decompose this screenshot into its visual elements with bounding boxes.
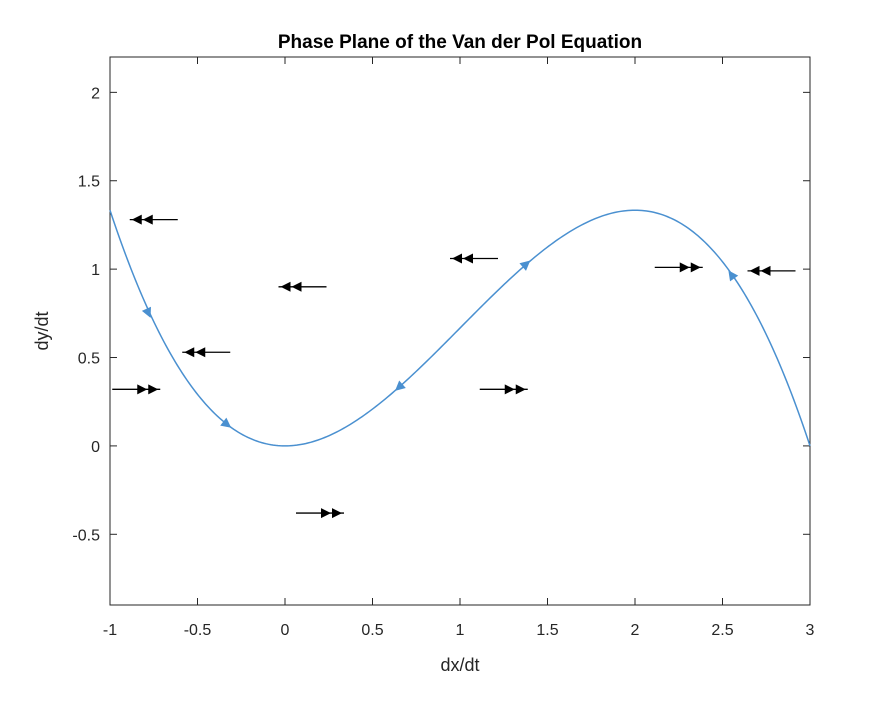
vector-arrow (112, 384, 161, 395)
vector-arrow (654, 262, 703, 273)
vector-arrow-head (332, 508, 342, 519)
vector-arrow-head (515, 384, 526, 395)
y-tick-label: 0.5 (78, 351, 100, 368)
x-tick-label: 1 (456, 622, 465, 639)
vector-arrow-head (148, 384, 159, 395)
x-tick-label: 0 (281, 622, 290, 639)
vector-arrow-head (184, 347, 195, 358)
x-tick-label: 2.5 (711, 622, 733, 639)
vector-arrow (129, 214, 178, 225)
x-tick-label: -0.5 (184, 622, 212, 639)
vector-arrow-head (690, 262, 701, 273)
curve-direction-arrowhead (728, 270, 739, 282)
vector-arrow-head (463, 253, 473, 264)
vector-arrow-head (195, 347, 206, 358)
vector-field-arrows (112, 214, 796, 519)
vector-arrow-head (504, 384, 515, 395)
y-tick-label: 0 (91, 439, 100, 456)
x-tick-label: 2 (631, 622, 640, 639)
vector-arrow (479, 384, 528, 395)
y-tick-label: 2 (91, 85, 100, 102)
vector-arrow-head (137, 384, 148, 395)
vector-arrow (182, 347, 231, 358)
x-axis-label: dx/dt (440, 655, 479, 675)
vector-arrow-head (760, 265, 771, 276)
plot-area: -1 -0.5 0 0.5 1 1.5 2 2.5 3 -0.5 0 0.5 1 1.5 2 (72, 56, 815, 639)
vector-arrow-head (749, 265, 760, 276)
vector-arrow (747, 265, 796, 276)
x-axis-ticks: -1 -0.5 0 0.5 1 1.5 2 2.5 3 (103, 57, 815, 639)
vector-arrow-head (679, 262, 690, 273)
curve-direction-arrowhead (141, 306, 151, 318)
y-tick-label: 1.5 (78, 174, 100, 191)
curve-direction-arrowhead (395, 380, 406, 391)
x-tick-label: 0.5 (361, 622, 383, 639)
vector-arrow-head (321, 508, 331, 519)
vector-arrow-head (452, 253, 462, 264)
vector-arrow-head (142, 214, 153, 225)
vector-arrow (450, 253, 498, 264)
y-axis-ticks: -0.5 0 0.5 1 1.5 2 (72, 85, 810, 544)
x-tick-label: -1 (103, 622, 117, 639)
x-tick-label: 1.5 (536, 622, 558, 639)
x-tick-label: 3 (806, 622, 815, 639)
vector-arrow-head (280, 281, 291, 292)
vector-arrow (296, 508, 344, 519)
vector-arrow-head (131, 214, 142, 225)
chart-title: Phase Plane of the Van der Pol Equation (278, 32, 642, 53)
vector-arrow (278, 281, 327, 292)
vector-arrow-head (291, 281, 302, 292)
curve-direction-arrowhead (519, 260, 531, 271)
y-tick-label: 1 (91, 262, 100, 279)
y-tick-label: -0.5 (72, 527, 100, 544)
axes-box (109, 56, 811, 606)
curve-direction-arrowhead (220, 417, 232, 428)
curve-layer (109, 209, 811, 447)
y-axis-label: dy/dt (32, 311, 52, 350)
